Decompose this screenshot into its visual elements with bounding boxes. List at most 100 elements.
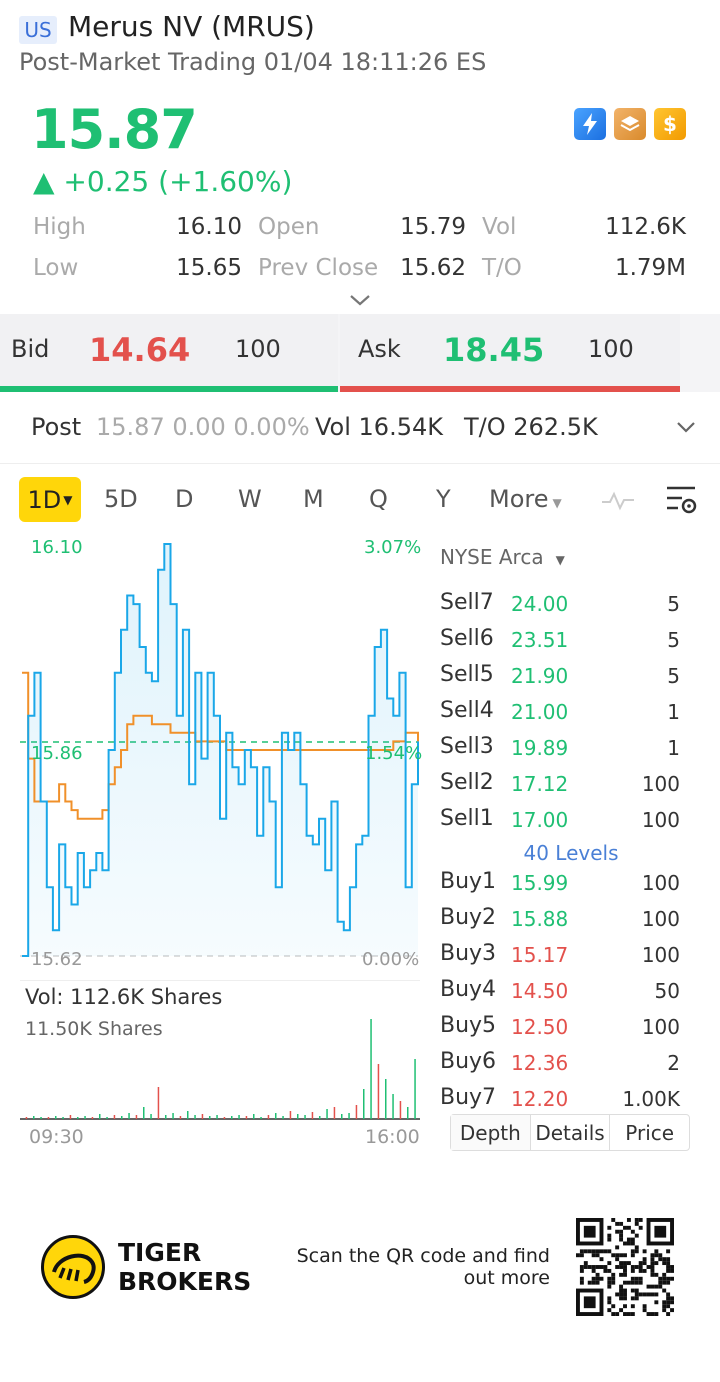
volume-bar [135,1115,138,1119]
tab-price[interactable]: Price [625,1120,675,1145]
stat-value-open: 15.79 [400,214,466,240]
sell-level-size: 1 [667,736,680,760]
chevron-down-icon[interactable] [675,420,697,434]
stat-label-turnover: T/O [482,255,522,281]
buy-level-label: Buy7 [440,1085,497,1110]
tab-5d[interactable]: 5D [104,485,138,513]
volume-bar [77,1117,79,1119]
buy-level-row[interactable]: Buy7 12.20 1.00K [440,1085,680,1121]
ask-label: Ask [358,335,401,363]
brand-line-2: BROKERS [118,1267,252,1296]
chart-low-label: 15.62 [31,949,83,970]
tab-m[interactable]: M [303,485,324,513]
volume-bar [289,1111,292,1119]
tab-more[interactable]: More ▼ [489,485,562,513]
sell-level-label: Sell2 [440,770,494,795]
sell-level-price: 23.51 [511,628,569,652]
volume-bar [260,1117,262,1119]
post-values: 15.87 0.00 0.00% [96,413,310,441]
chart-high-pct-label: 3.07% [364,537,422,558]
sell-level-label: Sell5 [440,662,494,687]
dollar-icon[interactable]: $ [654,108,686,140]
layers-icon[interactable] [614,108,646,140]
orderbook-tabs: Depth Details Price [450,1114,690,1151]
buy-level-price: 15.88 [511,907,569,931]
sell-level-price: 24.00 [511,592,569,616]
ask-price: 18.45 [443,331,545,369]
stat-label-vol: Vol [482,214,517,240]
ask-section[interactable]: Ask 18.45 100 [340,314,680,392]
buy-level-row[interactable]: Buy1 15.99 100 [440,869,680,905]
sell-level-row[interactable]: Sell2 17.12 100 [440,770,680,806]
sell-level-row[interactable]: Sell6 23.51 5 [440,626,680,662]
volume-max-label: 11.50K Shares [25,1018,163,1040]
post-market-row[interactable]: Post 15.87 0.00 0.00% Vol 16.54K T/O 262… [0,392,720,464]
volume-bar [311,1112,314,1119]
stat-value-vol: 112.6K [605,214,686,240]
volume-bar [172,1113,174,1119]
buy-level-price: 15.99 [511,871,569,895]
buy-level-row[interactable]: Buy6 12.36 2 [440,1049,680,1085]
volume-title: Vol: 112.6K Shares [25,985,223,1009]
sell-level-row[interactable]: Sell7 24.00 5 [440,590,680,626]
volume-bar [165,1115,167,1119]
chevron-down-icon[interactable] [348,292,372,308]
sell-level-row[interactable]: Sell4 21.00 1 [440,698,680,734]
tab-y[interactable]: Y [436,485,451,513]
sell-level-row[interactable]: Sell5 21.90 5 [440,662,680,698]
bid-label: Bid [11,335,50,363]
buy-level-row[interactable]: Buy2 15.88 100 [440,905,680,941]
sell-level-row[interactable]: Sell1 17.00 100 [440,806,680,842]
stat-value-high: 16.10 [176,214,242,240]
sell-level-row[interactable]: Sell3 19.89 1 [440,734,680,770]
caret-down-icon: ▼ [63,492,73,507]
buy-level-row[interactable]: Buy3 15.17 100 [440,941,680,977]
volume-bar [231,1116,233,1119]
volume-bar [121,1116,123,1119]
stock-title: Merus NV (MRUS) [68,10,315,43]
brand-line-1: TIGER [118,1238,202,1267]
volume-bar [414,1059,416,1119]
volume-bar [62,1117,64,1119]
volume-bar [25,1117,28,1119]
volume-bar [128,1113,130,1119]
exchange-name: NYSE Arca [440,545,544,569]
bid-price: 14.64 [89,331,191,369]
tab-q[interactable]: Q [369,485,388,513]
intraday-price-chart[interactable] [0,530,425,970]
lightning-icon[interactable] [574,108,606,140]
ask-bar [340,386,680,392]
tab-depth[interactable]: Depth [451,1115,531,1150]
volume-bar [267,1115,270,1119]
buy-level-label: Buy6 [440,1049,497,1074]
buy-level-row[interactable]: Buy5 12.50 100 [440,1013,680,1049]
tab-1d[interactable]: 1D ▼ [19,477,81,522]
volume-bar [377,1064,380,1119]
volume-bar [150,1114,152,1119]
volume-bar [201,1114,204,1119]
sell-level-size: 5 [667,592,680,616]
exchange-selector[interactable]: NYSE Arca ▼ [440,545,565,569]
chart-settings-icon[interactable] [664,484,698,516]
stat-label-prev-close: Prev Close [258,255,379,281]
volume-bar [143,1107,145,1119]
buy-level-row[interactable]: Buy4 14.50 50 [440,977,680,1013]
volume-chart [20,1019,420,1120]
tab-w[interactable]: W [238,485,262,513]
post-label: Post [31,413,82,441]
volume-bar [106,1117,108,1119]
buy-level-price: 12.20 [511,1087,569,1111]
buy-level-label: Buy3 [440,941,497,966]
bid-section[interactable]: Bid 14.64 100 [0,314,338,392]
tab-details[interactable]: Details [531,1115,611,1150]
stat-value-prev-close: 15.62 [400,255,466,281]
volume-bar [341,1114,343,1119]
buy-level-price: 12.50 [511,1015,569,1039]
tiger-logo [41,1235,105,1299]
last-price: 15.87 [31,98,198,161]
tab-d[interactable]: D [175,485,194,513]
levels-link[interactable]: 40 Levels [523,841,619,865]
stat-label-high: High [33,214,86,240]
indicator-icon[interactable] [600,488,636,512]
tab-more-label: More [489,485,549,513]
